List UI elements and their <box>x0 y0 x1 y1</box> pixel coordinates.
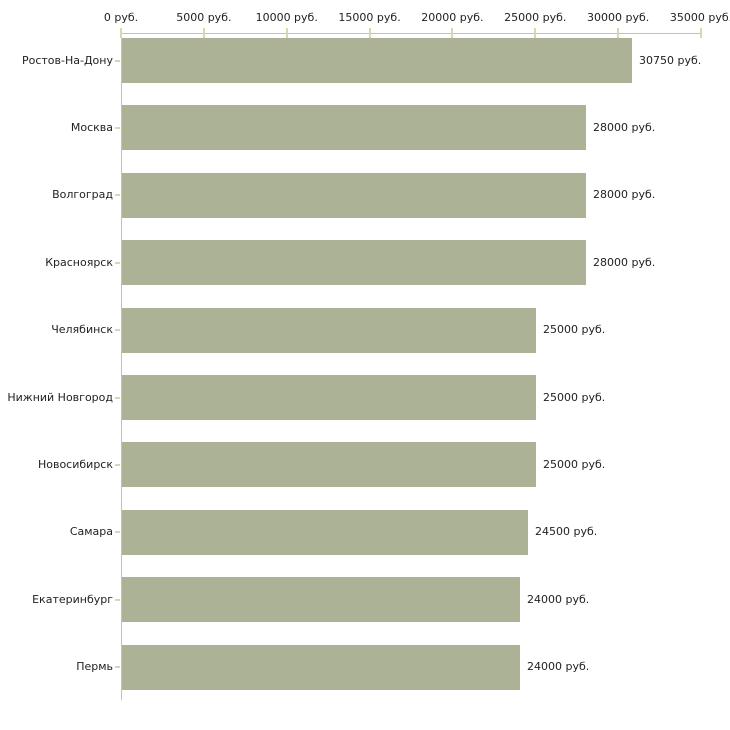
x-axis-tick <box>120 28 122 38</box>
category-label: Екатеринбург <box>32 592 113 606</box>
x-axis-tick-label: 10000 руб. <box>255 11 318 24</box>
bar <box>122 509 528 555</box>
category-label: Новосибирск <box>37 457 113 471</box>
x-axis-tick-label: 35000 руб. <box>669 11 730 24</box>
category-label: Красноярск <box>45 255 113 269</box>
category-tick <box>115 194 120 197</box>
category-tick <box>115 396 120 399</box>
category-label: Нижний Новгород <box>7 390 113 404</box>
category-label: Самара <box>69 525 113 539</box>
bar <box>122 577 520 623</box>
value-label: 25000 руб. <box>543 457 606 471</box>
category-tick <box>115 126 120 129</box>
bar <box>122 240 586 286</box>
bar <box>122 172 586 218</box>
category-tick <box>115 59 120 62</box>
value-label: 30750 руб. <box>639 53 702 67</box>
value-label: 24000 руб. <box>527 592 590 606</box>
x-axis-tick <box>451 28 454 38</box>
value-label: 25000 руб. <box>543 323 606 337</box>
category-tick <box>115 261 120 264</box>
category-label: Ростов-На-Дону <box>21 53 113 67</box>
value-label: 28000 руб. <box>593 188 656 202</box>
x-axis-tick <box>285 28 288 38</box>
category-tick <box>115 666 120 669</box>
x-axis-tick <box>202 28 205 38</box>
x-axis-tick <box>368 28 371 38</box>
x-axis-tick <box>700 28 702 38</box>
bar <box>122 105 586 151</box>
value-label: 24000 руб. <box>527 660 590 674</box>
plot-area <box>121 33 701 700</box>
category-label: Москва <box>70 120 113 134</box>
category-tick <box>115 463 120 466</box>
value-label: 25000 руб. <box>543 390 606 404</box>
value-label: 28000 руб. <box>593 255 656 269</box>
category-tick <box>115 329 120 332</box>
category-label: Волгоград <box>52 188 113 202</box>
value-label: 24500 руб. <box>535 525 598 539</box>
category-tick <box>115 598 120 601</box>
bar <box>122 38 632 83</box>
category-label: Челябинск <box>51 323 113 337</box>
x-axis-tick-label: 25000 руб. <box>504 11 567 24</box>
x-axis-tick-label: 30000 руб. <box>587 11 650 24</box>
x-axis-tick <box>617 28 620 38</box>
x-axis-tick-label: 0 руб. <box>103 11 139 24</box>
x-axis-tick-label: 20000 руб. <box>421 11 484 24</box>
bar <box>122 442 536 488</box>
bar <box>122 644 520 690</box>
value-label: 28000 руб. <box>593 120 656 134</box>
x-axis-tick <box>534 28 537 38</box>
x-axis-tick-label: 5000 руб. <box>176 11 232 24</box>
category-tick <box>115 531 120 534</box>
x-axis-tick-label: 15000 руб. <box>338 11 401 24</box>
bar <box>122 375 536 420</box>
category-label: Пермь <box>76 660 113 674</box>
bar <box>122 307 536 353</box>
